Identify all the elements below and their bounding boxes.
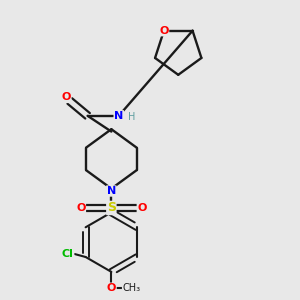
Text: O: O <box>61 92 71 102</box>
Text: Cl: Cl <box>62 249 74 259</box>
Text: O: O <box>107 283 116 293</box>
Text: O: O <box>137 203 147 213</box>
Text: N: N <box>114 111 123 121</box>
Text: O: O <box>76 203 86 213</box>
Text: O: O <box>159 26 169 36</box>
Text: CH₃: CH₃ <box>122 283 141 293</box>
Text: N: N <box>107 186 116 196</box>
Text: S: S <box>107 202 116 214</box>
Text: H: H <box>128 112 135 122</box>
